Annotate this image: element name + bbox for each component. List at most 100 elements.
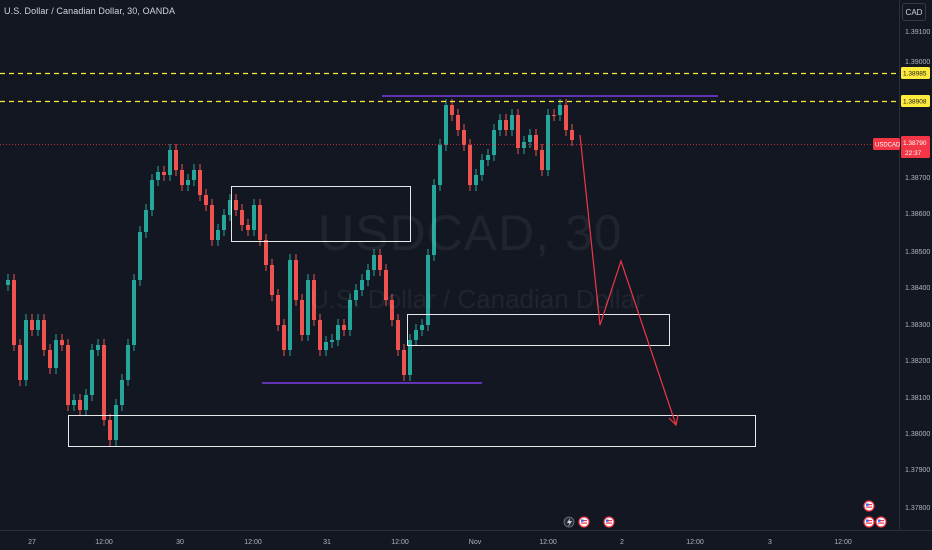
currency-button[interactable]: CAD (902, 3, 926, 21)
price-tag-level-1: 1.38985 (903, 71, 927, 78)
bear-candle (42, 320, 46, 350)
bull-candle (216, 230, 220, 240)
bull-candle (144, 210, 148, 232)
bear-candle (108, 420, 112, 440)
bull-candle (150, 180, 154, 210)
bull-candle (114, 405, 118, 440)
target-zone-box[interactable] (68, 415, 756, 447)
bear-candle (276, 295, 280, 325)
symbol-tag-bg (873, 138, 900, 150)
price-axis-label: 1.37800 (905, 505, 930, 512)
price-axis-label: 1.39000 (905, 59, 930, 66)
supply-zone-box[interactable] (231, 186, 411, 242)
us-flag-icon-canton (581, 519, 584, 522)
bull-candle (24, 320, 28, 380)
bear-candle (258, 205, 262, 240)
bull-candle (120, 380, 124, 405)
event-flag-icon-canton (606, 519, 609, 522)
bear-candle (240, 210, 244, 225)
bear-candle (300, 300, 304, 335)
bull-candle (408, 340, 412, 375)
price-axis-label: 1.38100 (905, 395, 930, 402)
bear-candle (174, 150, 178, 170)
bull-candle (6, 280, 10, 285)
bull-candle (486, 155, 490, 160)
bull-candle (426, 255, 430, 325)
bull-candle (54, 340, 58, 368)
bear-candle (12, 280, 16, 345)
bull-candle (228, 200, 232, 215)
event-flag-icon-stripe (866, 520, 872, 522)
time-axis-label: 12:00 (391, 539, 409, 546)
bull-candle (168, 150, 172, 175)
time-axis-label: 27 (28, 539, 36, 546)
time-axis-label: 30 (176, 539, 184, 546)
price-tag-level-2: 1.38908 (903, 99, 927, 106)
bear-candle (462, 130, 466, 145)
event-flag-icon[interactable] (875, 516, 887, 528)
bull-candle (444, 105, 448, 145)
current-price-tag: 1.38790 (903, 140, 927, 147)
bear-candle (282, 325, 286, 350)
event-flag-icon-stripe (866, 506, 872, 508)
bull-candle (324, 342, 328, 350)
current-price-tag-bg (901, 136, 930, 158)
bull-candle (366, 270, 370, 280)
watermark-description: U.S. Dollar / Canadian Dollar (310, 284, 644, 314)
event-flag-icon[interactable] (863, 516, 875, 528)
bull-candle (138, 232, 142, 280)
price-axis-label: 1.38200 (905, 358, 930, 365)
bear-candle (342, 325, 346, 330)
bear-candle (552, 115, 556, 116)
bear-candle (246, 225, 250, 230)
event-flag-icon-stripe (866, 504, 872, 506)
bull-candle (558, 105, 562, 115)
bear-candle (78, 400, 82, 410)
bear-candle (504, 120, 508, 130)
bear-candle (318, 320, 322, 350)
price-axis-label: 1.38600 (905, 211, 930, 218)
projection-arrowhead (668, 414, 679, 427)
time-axis-label: 12:00 (244, 539, 262, 546)
bear-candle (570, 130, 574, 140)
bull-candle (222, 215, 226, 230)
demand-zone-box[interactable] (407, 314, 670, 346)
us-flag-icon[interactable] (578, 516, 590, 528)
bear-candle (390, 300, 394, 320)
bull-candle (72, 400, 76, 405)
bull-candle (90, 350, 94, 395)
bull-candle (96, 345, 100, 350)
event-flag-icon[interactable] (603, 516, 615, 528)
symbol-tag: USDCAD (875, 143, 901, 149)
event-flag-icon[interactable] (863, 500, 875, 512)
flash-icon-glyph (567, 518, 572, 527)
bear-candle (396, 320, 400, 350)
bull-candle (348, 300, 352, 330)
price-axis-label: 1.38700 (905, 175, 930, 182)
bear-candle (210, 205, 214, 240)
countdown-tag: 22:37 (905, 150, 922, 157)
bear-candle (312, 280, 316, 320)
price-axis-label: 1.38000 (905, 431, 930, 438)
chart-title: U.S. Dollar / Canadian Dollar, 30, OANDA (4, 6, 176, 16)
bull-candle (288, 260, 292, 350)
bull-candle (354, 290, 358, 300)
bull-candle (546, 115, 550, 170)
bull-candle (432, 185, 436, 255)
projection-path[interactable] (579, 134, 677, 426)
bull-candle (330, 340, 334, 342)
bear-candle (66, 345, 70, 405)
bull-candle (510, 115, 514, 130)
event-flag-icon-stripe (606, 522, 612, 524)
bull-candle (522, 142, 526, 148)
bear-candle (516, 115, 520, 148)
bear-candle (60, 340, 64, 345)
bear-candle (450, 105, 454, 115)
bear-candle (564, 105, 568, 130)
bull-candle (156, 172, 160, 180)
price-tag-level-2-bg (901, 95, 930, 107)
bear-candle (264, 240, 268, 265)
bull-candle (84, 395, 88, 410)
